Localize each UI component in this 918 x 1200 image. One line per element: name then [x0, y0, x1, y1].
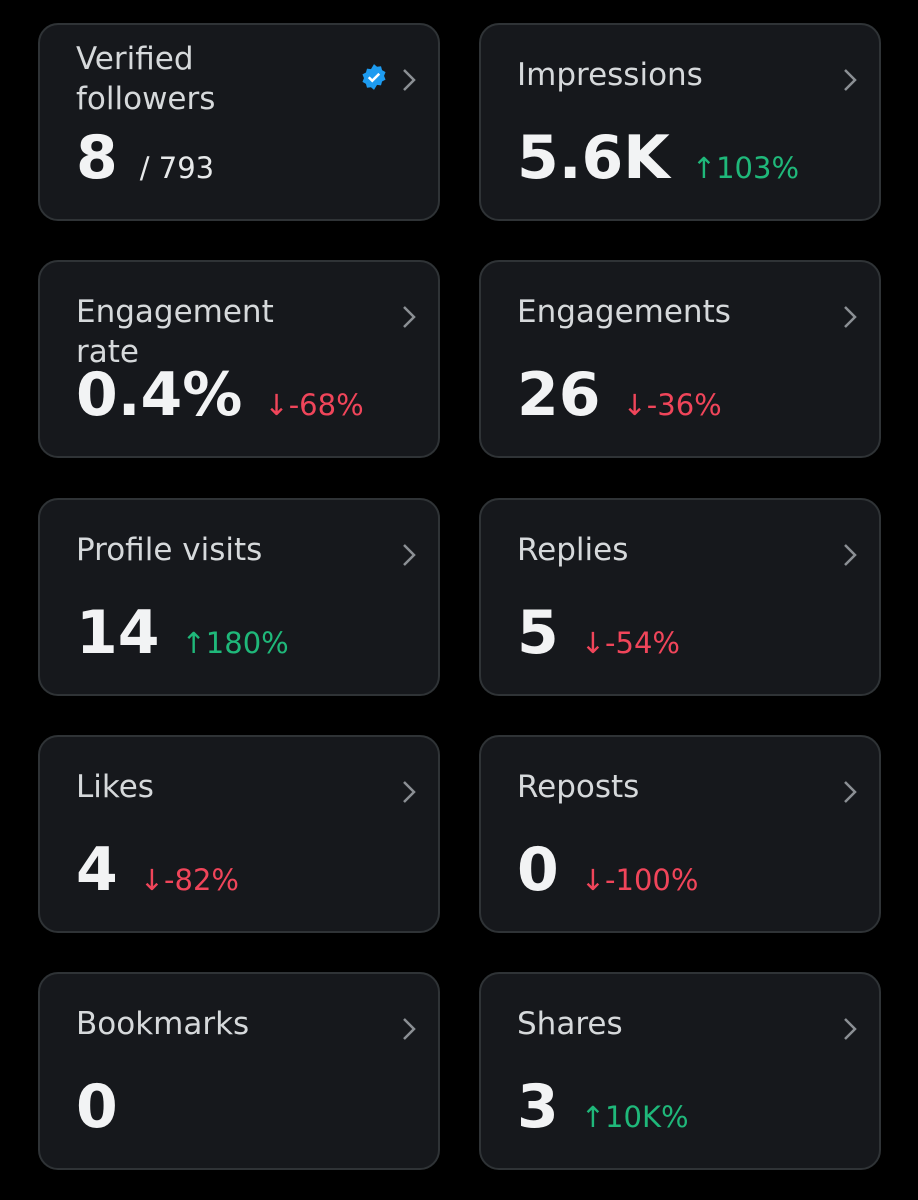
chevron	[844, 306, 857, 329]
metric-card[interactable]: Replies 5 ↓-54%	[479, 497, 881, 696]
metric-value: 26	[517, 360, 601, 431]
metric-card[interactable]: Shares 3 ↑10K%	[479, 972, 881, 1171]
metric-row: 4 ↓-82%	[76, 835, 239, 905]
metric-label: Likes	[76, 768, 154, 805]
metric-label: Shares	[517, 1006, 623, 1043]
metric-row: 14 ↑180%	[76, 598, 289, 668]
metric-label: Impressions	[517, 57, 703, 93]
metric-label: Profile visits	[76, 531, 263, 568]
chevron	[844, 69, 857, 91]
metric-label: Replies	[517, 531, 629, 568]
chevron	[403, 69, 416, 91]
metric-change: ↓-100%	[580, 862, 699, 897]
metric-value: 3	[517, 1072, 559, 1143]
metric-total: / 793	[139, 151, 215, 185]
metric-card[interactable]: Bookmarks 0	[38, 972, 440, 1171]
metric-change: ↑10K%	[580, 1100, 689, 1135]
metric-value: 0	[76, 1072, 118, 1143]
metric-change: ↓-36%	[622, 388, 722, 423]
chevron	[403, 543, 416, 566]
chevron	[844, 543, 857, 566]
metric-card[interactable]: Impressions 5.6K ↑103%	[479, 23, 881, 221]
metric-card[interactable]: Likes 4 ↓-82%	[38, 734, 440, 933]
metric-value: 8	[76, 123, 118, 193]
metric-card[interactable]: Reposts 0 ↓-100%	[479, 734, 881, 933]
metric-value: 5	[517, 597, 559, 668]
metric-row: 0	[76, 1072, 118, 1142]
metric-row: 26 ↓-36%	[517, 360, 722, 430]
verified-badge	[362, 64, 386, 90]
metric-label: Verified followers	[76, 41, 216, 117]
metric-label: Reposts	[517, 768, 640, 805]
metric-change: ↓-68%	[264, 388, 364, 423]
chevron	[403, 306, 416, 329]
metric-label: Engagement rate	[76, 294, 274, 371]
metric-label: Bookmarks	[76, 1006, 250, 1043]
metric-row: 5 ↓-54%	[517, 598, 680, 668]
metric-value: 5.6K	[517, 123, 670, 193]
metric-value: 0.4%	[76, 360, 243, 431]
metric-row: 8 / 793	[76, 123, 214, 193]
chevron	[403, 1018, 416, 1041]
metric-change: ↓-82%	[139, 862, 239, 897]
metric-card[interactable]: Verified followers 8 / 793	[38, 23, 440, 221]
metric-change: ↓-54%	[580, 625, 680, 660]
metric-value: 0	[517, 834, 559, 905]
metric-row: 3 ↑10K%	[517, 1072, 689, 1142]
metric-card[interactable]: Engagement rate 0.4% ↓-68%	[38, 260, 440, 459]
metric-row: 5.6K ↑103%	[517, 123, 799, 193]
metric-change: ↑103%	[691, 151, 800, 185]
chevron	[403, 781, 416, 803]
metric-label: Engagements	[517, 294, 731, 331]
metric-row: 0 ↓-100%	[517, 835, 698, 905]
chevron	[844, 1018, 857, 1041]
metric-value: 4	[76, 834, 118, 905]
metric-card[interactable]: Profile visits 14 ↑180%	[38, 497, 440, 696]
metric-row: 0.4% ↓-68%	[76, 360, 364, 430]
metric-card[interactable]: Engagements 26 ↓-36%	[479, 260, 881, 459]
metric-value: 14	[76, 597, 160, 668]
metric-change: ↑180%	[181, 625, 289, 660]
chevron	[844, 781, 857, 803]
